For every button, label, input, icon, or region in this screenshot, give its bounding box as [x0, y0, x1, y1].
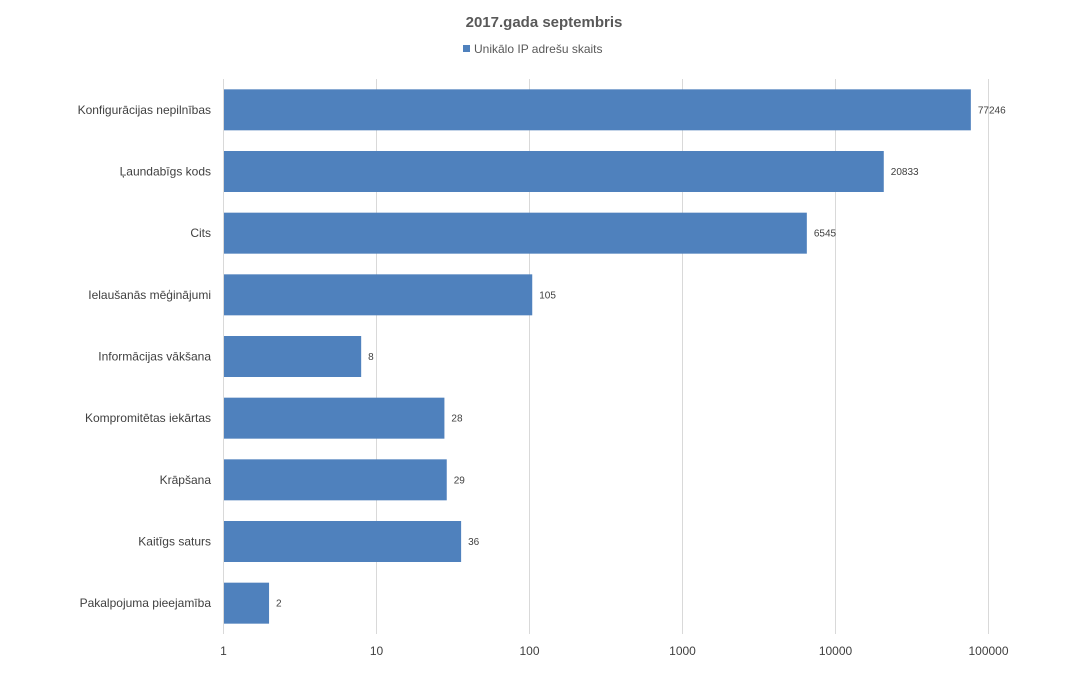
bar	[224, 89, 971, 131]
data-label: 28	[451, 414, 463, 425]
category-label: Informācijas vākšana	[98, 350, 211, 364]
category-label: Krāpšana	[160, 473, 212, 487]
x-tick-label: 100	[519, 644, 539, 658]
x-tick-label: 10000	[819, 644, 853, 658]
legend: Unikālo IP adrešu skaits	[463, 42, 603, 56]
x-tick-label: 10	[370, 644, 384, 658]
bar	[224, 459, 447, 501]
data-labels: 77246 20833 6545 105 8 28 29 36 2	[276, 105, 1006, 609]
data-label: 36	[468, 537, 480, 548]
legend-swatch	[463, 45, 470, 52]
bar	[224, 274, 533, 316]
x-tick-label: 100000	[968, 644, 1008, 658]
bar	[224, 151, 884, 192]
category-label: Pakalpojuma pieejamība	[80, 596, 212, 610]
bar	[224, 397, 445, 439]
data-label: 29	[454, 475, 466, 486]
bar	[224, 336, 362, 377]
data-label: 77246	[978, 105, 1006, 116]
x-tick-label: 1000	[669, 644, 696, 658]
data-label: 20833	[891, 167, 919, 178]
x-axis-tick-labels: 1 10 100 1000 10000 100000	[220, 644, 1009, 658]
legend-label: Unikālo IP adrešu skaits	[474, 42, 603, 56]
data-label: 8	[368, 352, 374, 363]
bar	[224, 212, 807, 254]
bar	[224, 582, 270, 624]
bars	[224, 89, 971, 624]
data-label: 6545	[814, 229, 837, 240]
x-tick-label: 1	[220, 644, 227, 658]
bar	[224, 521, 462, 562]
category-label: Ļaundabīgs kods	[120, 165, 211, 179]
chart-title: 2017.gada septembris	[466, 14, 623, 31]
category-label: Kaitīgs saturs	[138, 535, 211, 549]
data-label: 2	[276, 599, 282, 610]
category-label: Ielaušanās mēģinājumi	[88, 288, 211, 302]
category-labels: Konfigurācijas nepilnības Ļaundabīgs kods…	[78, 103, 212, 610]
data-label: 105	[539, 290, 556, 301]
category-label: Cits	[190, 226, 211, 240]
category-label: Konfigurācijas nepilnības	[78, 103, 211, 117]
category-label: Kompromitētas iekārtas	[85, 411, 211, 425]
